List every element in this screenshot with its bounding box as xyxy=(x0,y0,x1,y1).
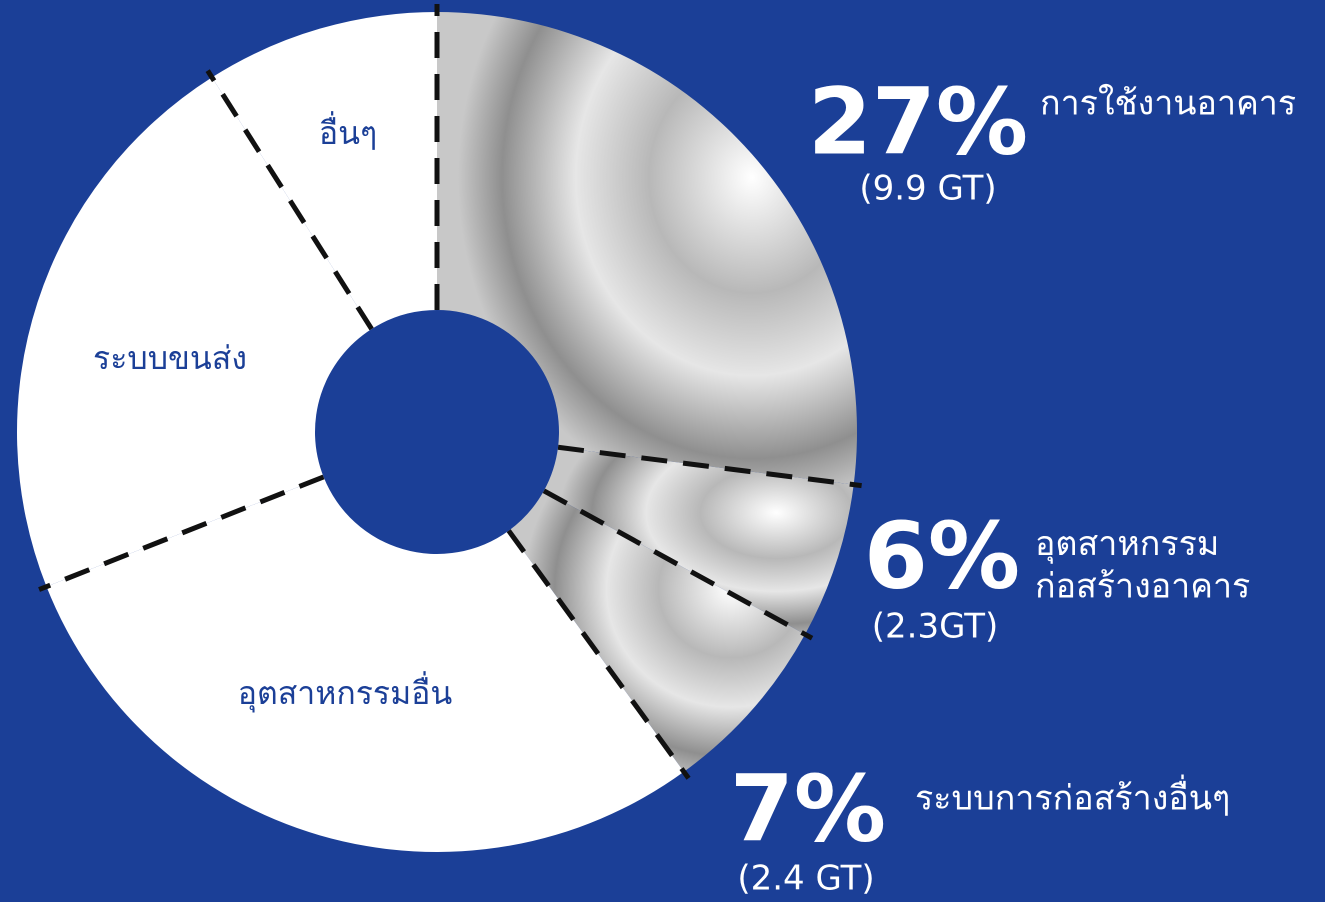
category-label: การใช้งานอาคาร xyxy=(1040,84,1296,124)
amount-label: (2.3GT) xyxy=(872,607,999,647)
amount-label: (9.9 GT) xyxy=(859,169,996,209)
amount-label: (2.4 GT) xyxy=(737,859,874,899)
category-label: อุตสาหกรรมอื่น xyxy=(238,671,453,713)
percent-label: 6% xyxy=(864,502,1020,609)
category-label: ระบบการก่อสร้างอื่นๆ xyxy=(915,775,1230,819)
percent-label: 7% xyxy=(730,755,886,862)
chart: 27%(9.9 GT) การใช้งานอาคาร 6%(2.3GT) อุตสาห… xyxy=(0,0,1325,902)
category-label: อื่นๆ xyxy=(319,111,377,152)
percent-label: 27% xyxy=(808,68,1028,175)
category-label: ระบบขนส่ง xyxy=(93,339,247,377)
